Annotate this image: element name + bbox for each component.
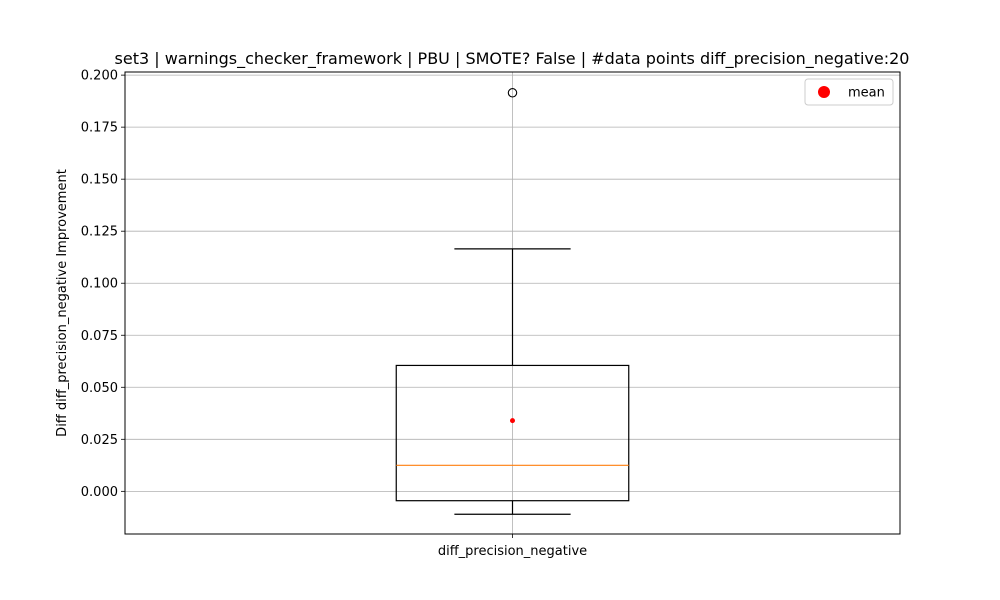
legend-box: [804, 78, 894, 106]
outlier-point: [507, 88, 518, 98]
y-tick-label: 0.050: [81, 381, 118, 396]
x-tick-label: diff_precision_negative: [438, 544, 587, 559]
y-tick-label: 0.125: [81, 225, 118, 240]
x-axis: diff_precision_negative: [438, 534, 587, 559]
legend: mean: [804, 78, 894, 106]
mean-marker: [510, 418, 515, 424]
y-tick-label: 0.075: [81, 329, 118, 344]
y-tick-label: 0.175: [81, 121, 118, 136]
chart-title: set3 | warnings_checker_framework | PBU …: [115, 49, 910, 69]
y-tick-label: 0.100: [81, 277, 118, 292]
legend-label: mean: [848, 86, 885, 101]
iqr-box: [395, 364, 630, 502]
legend-marker-mean: [818, 86, 830, 98]
y-tick-label: 0.000: [81, 485, 118, 500]
y-axis-label: Diff diff_precision_negative Improvement: [55, 169, 70, 437]
y-tick-label: 0.200: [81, 69, 118, 84]
y-tick-label: 0.150: [81, 173, 118, 188]
box-group: [395, 88, 630, 515]
box-diff_precision_negative: [395, 88, 630, 515]
y-axis: 0.000 0.025 0.050 0.075 0.100 0.125 0.150 0.175…: [81, 69, 125, 500]
y-tick-label: 0.025: [81, 433, 118, 448]
